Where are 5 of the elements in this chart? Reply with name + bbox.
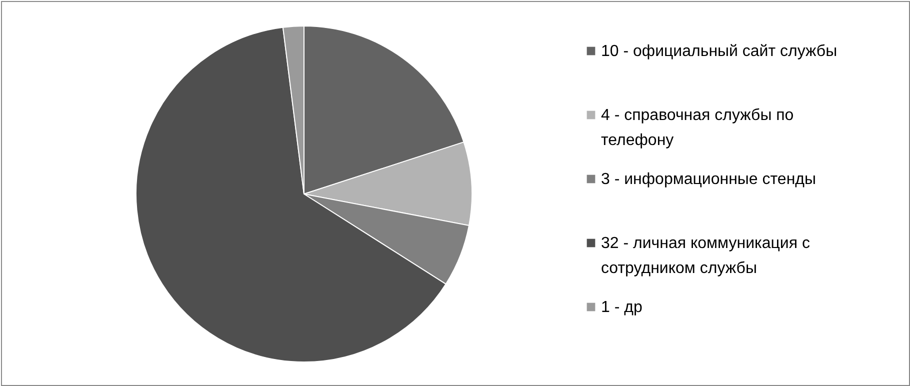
legend-label: 1 - др <box>601 299 642 316</box>
legend-label: 4 - справочная службы по телефону <box>601 107 794 149</box>
legend-label: 3 - информационные стенды <box>601 171 816 188</box>
legend-label: 32 - личная коммуникация с сотрудником службы <box>601 235 810 277</box>
legend-label: 10 - официальный сайт службы <box>601 43 838 60</box>
